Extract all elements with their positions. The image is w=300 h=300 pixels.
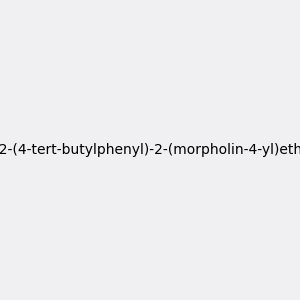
Text: N-[2-(4-tert-butylphenyl)-2-(morpholin-4-yl)ethyl]: N-[2-(4-tert-butylphenyl)-2-(morpholin-4…	[0, 143, 300, 157]
